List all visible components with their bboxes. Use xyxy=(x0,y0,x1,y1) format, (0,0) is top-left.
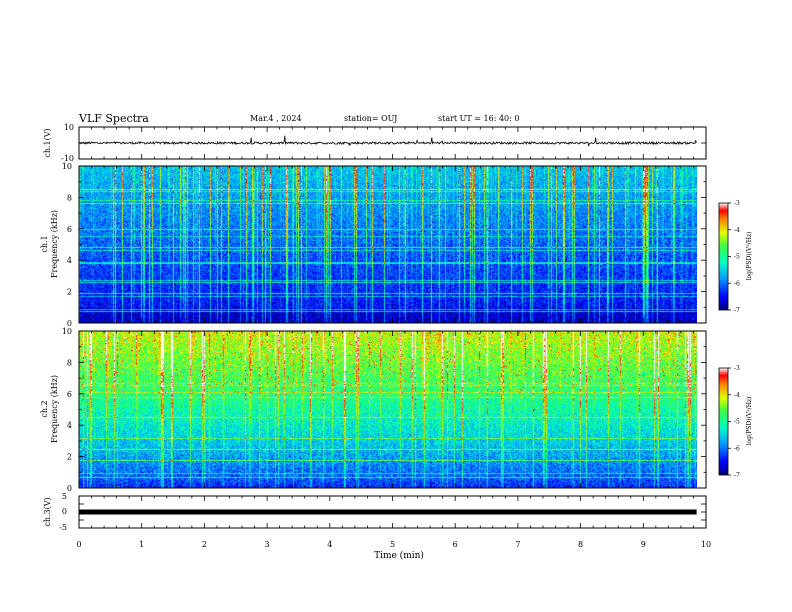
ch2-colorbar: -3 -4 -5 -6 -7 log(PSD)(V²/Hz) xyxy=(718,365,753,479)
spectrogram-raster xyxy=(79,166,697,323)
ch1-waveform-panel: 10 -10 ch.1(V) xyxy=(43,123,707,163)
x-tick-label: 7 xyxy=(515,540,520,549)
ch1-spectrogram-ylabel-line1: ch.1 xyxy=(40,235,49,252)
y-tick-label: 8 xyxy=(67,358,72,367)
y-tick-label: 0 xyxy=(67,319,72,328)
ch2-spectrogram-ytick-labels: 0 2 4 6 8 10 xyxy=(62,327,72,493)
ch2-spectrogram-image xyxy=(79,331,697,488)
x-tick-label: 9 xyxy=(641,540,646,549)
ch2-colorbar-ticks: -3 -4 -5 -6 -7 xyxy=(728,365,740,479)
colorbar-tick-label: -4 xyxy=(734,392,740,399)
ch2-spectrogram-ylabel-line2: Frequency (kHz) xyxy=(50,375,59,443)
spectrogram-raster xyxy=(79,331,697,488)
y-tick-label: 4 xyxy=(67,256,72,265)
colorbar-tick-label: -6 xyxy=(734,280,740,287)
ch1-waveform-ylabel: ch.1(V) xyxy=(43,128,52,157)
ch2-spectrogram-ylabel-line1: ch.2 xyxy=(40,400,49,417)
ch1-colorbar-label: log(PSD)(V²/Hz) xyxy=(746,232,753,281)
date-label: Mar.4 , 2024 xyxy=(250,114,302,123)
colorbar-tick-label: -5 xyxy=(734,254,740,261)
y-tick-label: 8 xyxy=(67,193,72,202)
y-tick-label: 6 xyxy=(67,225,72,234)
ch1-spectrogram-ytick-labels: 0 2 4 6 8 10 xyxy=(62,162,72,328)
ch1-colorbar-gradient xyxy=(718,202,729,311)
ch2-colorbar-gradient xyxy=(718,367,729,476)
colorbar-tick-label: -7 xyxy=(734,307,740,314)
colorbar-tick-label: -3 xyxy=(734,365,740,372)
y-tick-label: 10 xyxy=(62,162,72,171)
y-tick-label: 2 xyxy=(67,453,72,462)
ch2-colorbar-label: log(PSD)(V²/Hz) xyxy=(746,397,753,446)
time-axis-label: Time (min) xyxy=(374,550,424,561)
ch2-spectrogram-panel: 0 2 4 6 8 10 ch.2 Frequency (kHz) xyxy=(40,327,707,493)
x-tick-label: 5 xyxy=(390,540,395,549)
colorbar-tick-label: -5 xyxy=(734,419,740,426)
ch3-ytick-top: 5 xyxy=(62,492,67,501)
x-tick-label: 1 xyxy=(139,540,144,549)
colorbar-tick-label: -3 xyxy=(734,200,740,207)
ch3-ytick-bottom: -5 xyxy=(59,523,67,532)
ch2-spectrogram-ticks xyxy=(78,330,707,489)
time-axis-tick-labels: 0 1 2 3 4 5 6 7 8 9 10 xyxy=(76,540,711,549)
colorbar-tick-label: -4 xyxy=(734,227,740,234)
start-time-label: start UT = 16: 40: 0 xyxy=(438,114,520,123)
y-tick-label: 2 xyxy=(67,288,72,297)
y-tick-label: 10 xyxy=(62,327,72,336)
ch1-spectrogram-image xyxy=(79,166,697,323)
x-tick-label: 0 xyxy=(76,540,81,549)
x-tick-label: 2 xyxy=(202,540,207,549)
ch1-spectrogram-panel: 0 2 4 6 8 10 ch.1 Frequency (kHz) xyxy=(40,162,707,328)
x-tick-label: 8 xyxy=(578,540,583,549)
station-label: station= OUJ xyxy=(344,114,398,123)
y-tick-label: 6 xyxy=(67,390,72,399)
y-tick-label: 0 xyxy=(67,484,72,493)
ch1-colorbar-ticks: -3 -4 -5 -6 -7 xyxy=(728,200,740,314)
ch3-ytick-middle: 0 xyxy=(62,507,67,516)
x-tick-label: 6 xyxy=(453,540,458,549)
colorbar-tick-label: -6 xyxy=(734,445,740,452)
ch3-waveform-ylabel: ch.3(V) xyxy=(43,497,52,526)
x-tick-label: 3 xyxy=(265,540,270,549)
ch1-ytick-bottom: -10 xyxy=(61,154,74,163)
ch1-ytick-top: 10 xyxy=(64,123,74,132)
ch3-waveform-line xyxy=(79,509,697,515)
ch1-waveform-line xyxy=(78,135,697,147)
y-tick-label: 4 xyxy=(67,421,72,430)
ch3-waveform-ticks xyxy=(78,495,707,529)
ch1-colorbar: -3 -4 -5 -6 -7 log(PSD)(V²/Hz) xyxy=(718,200,753,314)
x-tick-label: 4 xyxy=(327,540,332,549)
colorbar-tick-label: -7 xyxy=(734,472,740,479)
ch1-waveform-ticks xyxy=(78,126,707,160)
ch3-waveform-panel: 5 0 -5 ch.3(V) xyxy=(43,492,707,532)
chart-title: VLF Spectra xyxy=(79,112,149,125)
ch1-spectrogram-ticks xyxy=(78,165,707,324)
x-tick-label: 10 xyxy=(701,540,711,549)
ch1-spectrogram-ylabel-line2: Frequency (kHz) xyxy=(50,210,59,278)
